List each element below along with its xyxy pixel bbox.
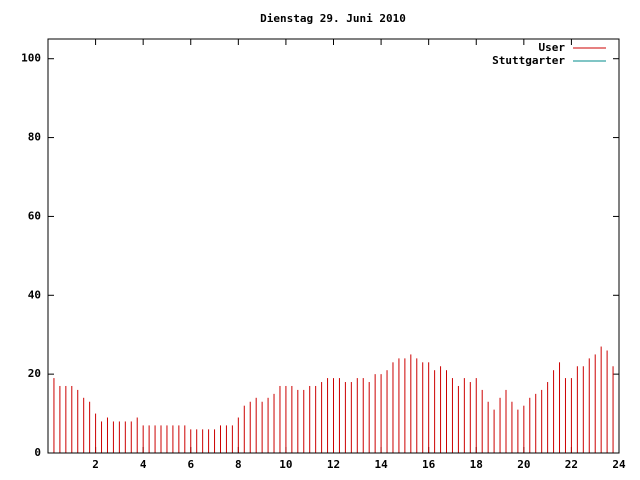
chart-title: Dienstag 29. Juni 2010 [260, 12, 406, 25]
y-tick-label: 20 [28, 367, 41, 380]
x-tick-label: 2 [92, 458, 99, 471]
x-tick-label: 22 [565, 458, 578, 471]
x-tick-label: 10 [279, 458, 292, 471]
x-tick-label: 20 [517, 458, 530, 471]
y-tick-label: 100 [21, 52, 41, 65]
x-tick-label: 24 [612, 458, 626, 471]
x-tick-label: 8 [235, 458, 242, 471]
x-tick-label: 4 [140, 458, 147, 471]
x-tick-label: 16 [422, 458, 436, 471]
legend-label: Stuttgarter [492, 54, 565, 67]
y-tick-label: 80 [28, 131, 41, 144]
x-tick-label: 14 [374, 458, 388, 471]
x-tick-label: 6 [187, 458, 194, 471]
y-tick-label: 60 [28, 209, 41, 222]
x-tick-label: 18 [470, 458, 483, 471]
legend-label: User [539, 41, 566, 54]
x-tick-label: 12 [327, 458, 340, 471]
y-tick-label: 40 [28, 288, 41, 301]
plot-frame [47, 38, 620, 454]
y-tick-label: 0 [34, 446, 41, 459]
